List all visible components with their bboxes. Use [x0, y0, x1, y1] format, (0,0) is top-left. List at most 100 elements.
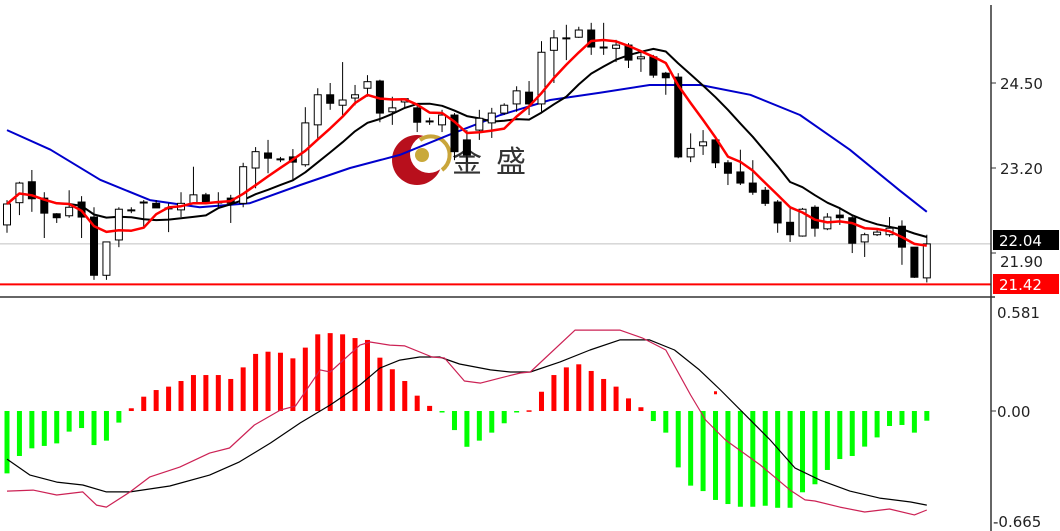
candle: [873, 230, 882, 237]
candle: [15, 181, 24, 216]
candle-body: [413, 107, 422, 123]
candle-body: [761, 189, 770, 204]
candle: [301, 107, 310, 167]
macd-histogram-bar: [16, 411, 22, 456]
candle-body: [40, 197, 49, 214]
price-tick-label: 23.20: [1000, 160, 1043, 178]
candle: [288, 149, 297, 180]
candle-body: [139, 201, 148, 204]
candle-body: [475, 117, 484, 131]
macd-histogram-bar: [116, 411, 122, 423]
candle: [574, 26, 583, 38]
ma-fast-line: [6, 38, 927, 247]
candle: [388, 96, 397, 125]
candle-body: [587, 29, 596, 48]
candle-body: [65, 206, 74, 217]
candle-body: [574, 29, 583, 38]
candle: [525, 81, 534, 116]
watermark-logo: [392, 134, 452, 185]
macd-line: [6, 329, 928, 516]
macd-histogram-bar: [675, 411, 681, 468]
macd-histogram-bar: [725, 411, 731, 505]
macd-histogram-bar: [887, 411, 893, 426]
macd-histogram-bar: [364, 339, 370, 411]
candle: [786, 207, 795, 242]
macd-histogram-bar: [253, 353, 259, 411]
candle: [723, 160, 732, 186]
macd-histogram-bar: [800, 411, 806, 493]
macd-histogram-bar: [389, 369, 395, 411]
macd-histogram-bar: [526, 410, 532, 412]
macd-histogram-bar: [551, 375, 557, 411]
macd-histogram-bar: [563, 367, 569, 411]
candle-body: [114, 208, 123, 241]
macd-histogram-bar: [626, 398, 631, 411]
candle: [139, 200, 148, 227]
candle-body: [649, 56, 658, 76]
candle: [90, 207, 99, 280]
candle: [413, 103, 422, 133]
candle: [425, 117, 434, 125]
candle-body: [152, 202, 161, 209]
macd-histogram-bar: [700, 411, 706, 492]
candle: [127, 207, 136, 214]
macd-histogram-bar: [812, 411, 818, 485]
candle: [562, 24, 571, 61]
candle-body: [512, 90, 521, 105]
macd-histogram-bar: [414, 395, 420, 411]
macd-histogram-bar: [153, 390, 159, 411]
candle-body: [748, 182, 757, 193]
candle-body: [525, 91, 534, 105]
candle: [375, 79, 384, 123]
macd-histogram-bar: [402, 381, 408, 411]
candle-body: [52, 213, 61, 219]
macd-histogram-bar: [775, 411, 781, 508]
candle: [587, 22, 596, 55]
candle-body: [537, 51, 546, 105]
candle-body: [90, 216, 99, 276]
candle-body: [363, 81, 372, 89]
macd-histogram-bar: [924, 411, 930, 421]
candle: [338, 62, 347, 116]
candle-body: [636, 56, 645, 60]
candle: [910, 246, 919, 278]
candle: [686, 133, 695, 163]
candle: [313, 88, 322, 140]
candle: [152, 200, 161, 209]
candle: [500, 103, 509, 116]
candle-body: [599, 46, 608, 49]
candle-body: [201, 194, 210, 203]
candle: [699, 130, 708, 155]
ma-mid-line: [6, 47, 928, 238]
macd-histogram-bar: [911, 411, 917, 433]
macd-histogram-bar: [103, 411, 109, 441]
macd-histogram-bar: [874, 411, 880, 438]
macd-histogram-bar: [663, 411, 669, 433]
macd-histogram-bar: [650, 411, 656, 422]
candle-body: [3, 203, 11, 226]
macd-histogram-bar: [215, 375, 221, 411]
candle-body: [661, 72, 670, 79]
macd-histogram-bar: [41, 411, 47, 446]
candle: [773, 200, 782, 233]
macd-histogram-bar: [128, 408, 134, 411]
macd-marker-dot: [714, 391, 718, 395]
macd-histogram-bar: [4, 411, 10, 474]
macd-histogram-bar: [514, 411, 520, 413]
candle: [3, 200, 11, 233]
macd-histogram-bar: [54, 411, 60, 444]
candle: [922, 234, 931, 283]
macd-histogram-bar: [862, 411, 868, 447]
candle: [189, 166, 198, 204]
macd-histogram-bar: [451, 411, 457, 431]
macd-tick-label: 0.581: [997, 304, 1040, 322]
candle-body: [922, 243, 931, 279]
candle: [848, 215, 857, 254]
macd-panel: [4, 329, 930, 516]
candle-body: [773, 201, 782, 224]
candle: [860, 232, 869, 257]
candle: [276, 156, 285, 163]
candle: [363, 75, 372, 97]
macd-histogram-bar: [762, 411, 768, 506]
